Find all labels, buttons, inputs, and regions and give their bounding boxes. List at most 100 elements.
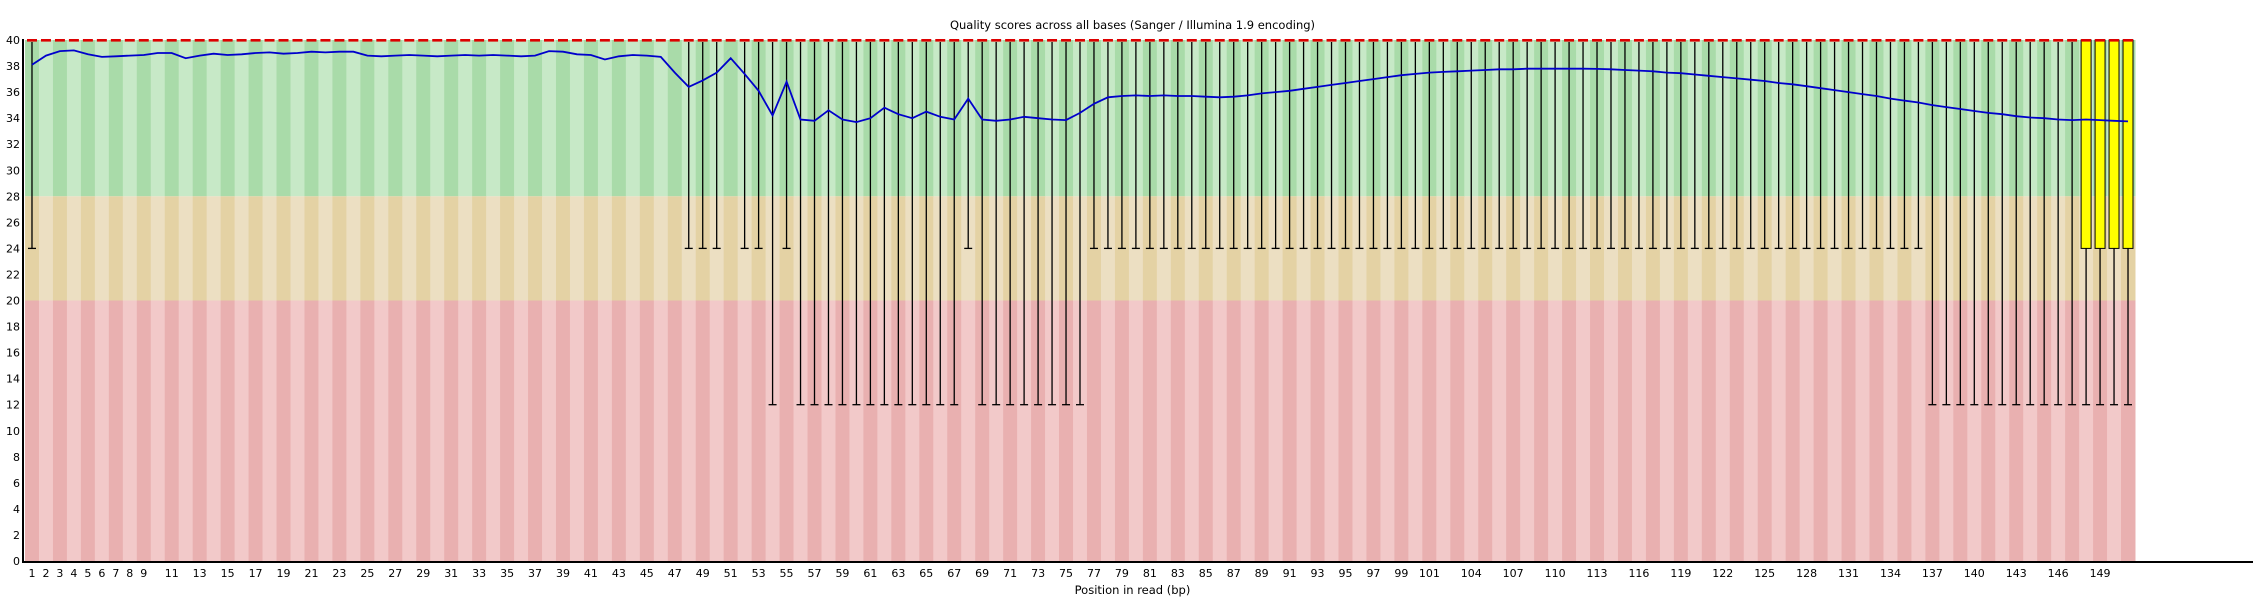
- band-poor-stripe: [933, 300, 948, 561]
- band-good-stripe: [667, 40, 683, 197]
- band-poor-stripe: [891, 300, 906, 561]
- band-poor-stripe: [164, 300, 180, 561]
- x-tick-label: 49: [696, 567, 710, 580]
- band-poor-stripe: [444, 300, 459, 561]
- band-good-stripe: [136, 40, 152, 197]
- x-tick-label: 149: [2090, 567, 2111, 580]
- band-medium-stripe: [164, 196, 180, 301]
- median-dash: [1186, 39, 1197, 42]
- x-tick-labels: 1 2 3 4 5 6 7 8 9 11 13 15 17 19 21 23 25 27 29 31 33 35 37 39 4…: [28, 567, 2110, 580]
- median-dash: [669, 39, 680, 42]
- band-good-stripe: [192, 40, 208, 197]
- median-dash: [1717, 39, 1728, 42]
- x-tick-label: 9: [140, 567, 147, 580]
- x-tick-label: 104: [1461, 567, 1482, 580]
- quality-band-stripes: [25, 40, 2136, 561]
- band-poor-stripe: [52, 300, 68, 561]
- band-medium-stripe: [583, 196, 599, 301]
- band-poor-stripe: [807, 300, 822, 561]
- band-good-stripe: [38, 40, 54, 197]
- median-dash: [1759, 39, 1770, 42]
- band-poor-stripe: [262, 300, 278, 561]
- x-tick-label: 29: [416, 567, 430, 580]
- x-tick-label: 41: [584, 567, 598, 580]
- median-dash: [264, 39, 275, 42]
- median-dash: [166, 39, 177, 42]
- band-poor-stripe: [947, 300, 962, 561]
- band-poor-stripe: [793, 300, 809, 561]
- median-dash: [907, 39, 918, 42]
- median-dash: [1075, 39, 1085, 42]
- median-dash-layer: [27, 39, 2133, 42]
- x-tick-label: 25: [360, 567, 374, 580]
- quartile-box: [2080, 39, 2092, 249]
- median-dash: [460, 39, 471, 42]
- band-medium-stripe: [388, 196, 403, 301]
- y-tick-label: 38: [6, 60, 20, 73]
- median-dash: [1480, 39, 1491, 42]
- x-tick-label: 73: [1031, 567, 1045, 580]
- x-tick-label: 97: [1366, 567, 1380, 580]
- band-poor-stripe: [150, 300, 166, 561]
- band-good-stripe: [458, 40, 473, 197]
- median-dash: [236, 39, 247, 42]
- median-dash: [1969, 39, 1980, 42]
- median-dash: [2095, 39, 2106, 42]
- band-medium-stripe: [178, 196, 194, 301]
- median-dash: [1158, 39, 1169, 42]
- median-dash: [432, 39, 443, 42]
- median-dash: [655, 39, 666, 42]
- band-poor-stripe: [1743, 300, 1759, 561]
- median-dash: [711, 39, 722, 42]
- band-medium-stripe: [52, 196, 68, 301]
- band-good-stripe: [304, 40, 319, 197]
- x-axis-title: Position in read (bp): [1074, 583, 1191, 597]
- median-dash: [837, 39, 848, 42]
- x-tick-label: 143: [2006, 567, 2027, 580]
- band-poor-stripe: [416, 300, 431, 561]
- band-poor-stripe: [961, 300, 976, 561]
- band-poor-stripe: [290, 300, 305, 561]
- band-poor-stripe: [1869, 300, 1884, 561]
- x-tick-label: 134: [1880, 567, 1901, 580]
- median-dash: [2123, 39, 2133, 42]
- band-good-stripe: [122, 40, 138, 197]
- median-dash: [1913, 39, 1924, 42]
- y-tick-label: 10: [6, 425, 20, 438]
- x-tick-label: 110: [1545, 567, 1566, 580]
- median-dash: [1997, 39, 2008, 42]
- band-medium-stripe: [430, 196, 445, 301]
- band-medium-stripe: [290, 196, 305, 301]
- band-poor-stripe: [1184, 300, 1200, 561]
- x-tick-label: 116: [1628, 567, 1649, 580]
- median-dash: [2109, 39, 2120, 42]
- band-poor-stripe: [234, 300, 250, 561]
- band-poor-stripe: [1617, 300, 1633, 561]
- band-good-stripe: [639, 40, 655, 197]
- x-tick-label: 51: [724, 567, 738, 580]
- band-poor-stripe: [1967, 300, 1982, 561]
- band-medium-stripe: [94, 196, 110, 301]
- band-poor-stripe: [1520, 300, 1535, 561]
- band-medium-stripe: [80, 196, 96, 301]
- band-poor-stripe: [1799, 300, 1815, 561]
- band-poor-stripe: [2023, 300, 2038, 561]
- x-tick-label: 23: [332, 567, 346, 580]
- quartile-box: [2122, 39, 2134, 249]
- band-poor-stripe: [402, 300, 417, 561]
- median-dash: [1815, 39, 1826, 42]
- x-tick-label: 3: [56, 567, 63, 580]
- band-poor-stripe: [360, 300, 375, 561]
- band-medium-stripe: [136, 196, 152, 301]
- median-dash: [1494, 39, 1505, 42]
- band-medium-stripe: [276, 196, 291, 301]
- median-dash: [1214, 39, 1225, 42]
- band-poor-stripe: [1156, 300, 1172, 561]
- y-tick-label: 16: [6, 347, 20, 360]
- median-dash: [1927, 39, 1938, 42]
- band-poor-stripe: [653, 300, 669, 561]
- median-dash: [1578, 39, 1589, 42]
- median-dash: [1047, 39, 1058, 42]
- median-dash: [2039, 39, 2050, 42]
- median-dash: [1396, 39, 1407, 42]
